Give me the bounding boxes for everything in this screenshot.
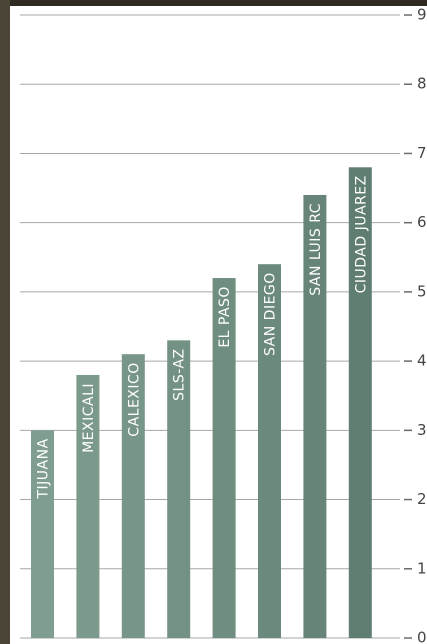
bar-label: MEXICALI — [81, 383, 97, 453]
bar-label: CIUDAD JUAREZ — [353, 175, 369, 293]
bar-label: EL PASO — [217, 286, 233, 348]
bar-label: TIJUANA — [36, 438, 52, 499]
y-tick-label: 9 — [417, 6, 427, 24]
bar — [31, 430, 54, 638]
y-tick-label: 0 — [417, 629, 427, 644]
bar — [258, 264, 281, 638]
y-tick-label: 4 — [417, 352, 427, 370]
bar-label: SAN LUIS RC — [308, 203, 324, 296]
y-tick-label: 7 — [417, 144, 427, 162]
bar-label: CALEXICO — [126, 362, 142, 437]
y-tick-label: 5 — [417, 282, 427, 300]
bar — [167, 340, 191, 638]
photo-strip — [0, 0, 10, 644]
y-tick-label: 6 — [417, 213, 427, 231]
y-tick-label: 2 — [417, 490, 427, 508]
bar-label: SAN DIEGO — [263, 272, 279, 356]
y-tick-label: 8 — [417, 75, 427, 93]
bar — [348, 167, 372, 639]
bar — [76, 374, 100, 638]
bar — [303, 194, 327, 638]
y-tick-label: 3 — [417, 421, 427, 439]
bar — [121, 354, 145, 638]
y-tick-label: 1 — [417, 559, 427, 577]
bar-label: SLS-AZ — [172, 348, 188, 401]
bar — [212, 278, 236, 638]
